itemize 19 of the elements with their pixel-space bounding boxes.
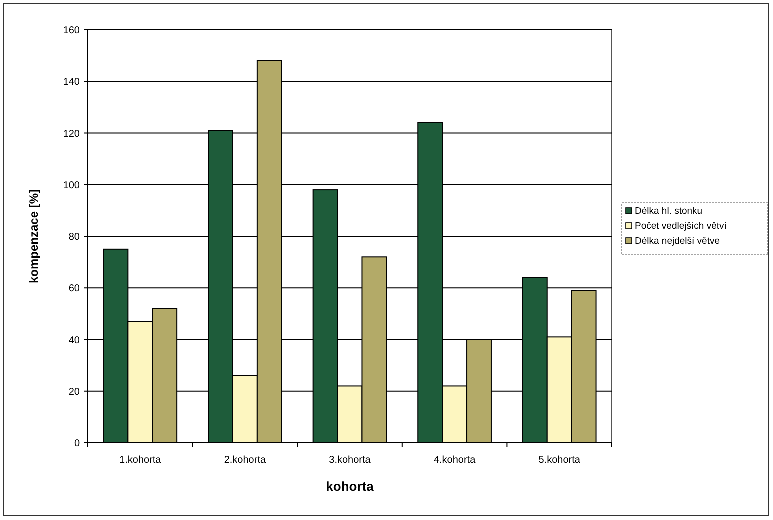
x-tick-label: 1.kohorta — [120, 455, 162, 466]
legend-label: Délka nejdelší větve — [635, 236, 720, 247]
y-tick-label: 100 — [63, 180, 80, 192]
x-axis-title: kohorta — [326, 479, 375, 494]
legend-label: Počet vedlejších větví — [635, 221, 728, 232]
x-tick-label: 2.kohorta — [224, 455, 266, 466]
y-tick-label: 160 — [63, 26, 80, 36]
y-tick-label: 40 — [68, 335, 80, 346]
y-tick-label: 120 — [63, 128, 80, 140]
y-tick-label: 140 — [63, 77, 80, 88]
x-tick-label: 3.kohorta — [329, 455, 372, 466]
legend-label: Délka hl. stonku — [635, 206, 703, 217]
y-tick-label: 20 — [68, 386, 80, 398]
x-tick-label: 5.kohorta — [538, 455, 581, 466]
y-axis-title: kompenzace [%] — [27, 189, 41, 284]
x-tick-label: 4.kohorta — [434, 455, 476, 466]
y-tick-label: 60 — [68, 284, 80, 295]
y-tick-label: 0 — [74, 438, 80, 450]
y-tick-label: 80 — [68, 232, 80, 243]
